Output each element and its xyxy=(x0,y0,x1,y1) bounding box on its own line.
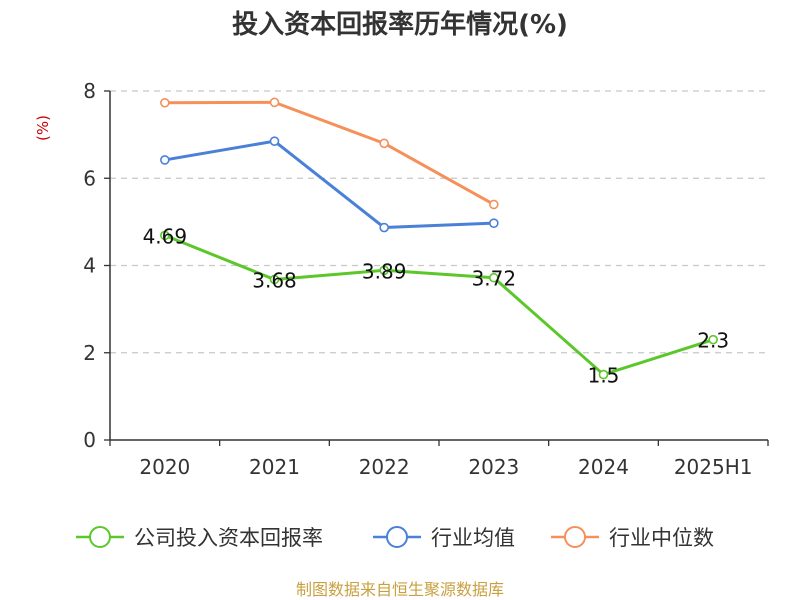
series-line xyxy=(164,139,494,230)
data-label: 4.69 xyxy=(143,224,188,248)
data-point xyxy=(379,265,389,276)
series-0 xyxy=(160,230,718,380)
y-tick-label: 4 xyxy=(83,254,96,278)
series-group: 4.69 3.68 3.89 3.72 1.5 2.3 xyxy=(143,97,729,388)
chart-title: 投入资本回报率历年情况(%) xyxy=(232,9,568,40)
legend-item-0: 公司投入资本回报率 xyxy=(76,526,323,550)
grid-lines xyxy=(110,90,768,354)
legend-item-1: 行业均值 xyxy=(373,526,515,550)
data-point xyxy=(489,272,499,283)
series-1 xyxy=(160,136,499,233)
y-tick-label: 0 xyxy=(83,428,96,452)
x-tick-label: 2022 xyxy=(359,455,410,479)
data-point xyxy=(160,97,170,108)
data-point xyxy=(708,334,718,345)
data-point xyxy=(269,274,280,285)
data-label: 3.68 xyxy=(252,268,297,292)
x-tick-label: 2023 xyxy=(468,455,519,479)
data-point xyxy=(379,222,389,233)
source-note: 制图数据来自恒生聚源数据库 xyxy=(296,580,504,599)
y-tick-label: 2 xyxy=(83,341,96,365)
data-label: 1.5 xyxy=(588,364,620,388)
data-point xyxy=(379,138,389,149)
legend-label: 行业中位数 xyxy=(609,526,714,550)
data-label: 3.89 xyxy=(362,259,407,283)
legend-label: 行业均值 xyxy=(431,526,515,550)
x-tick-label: 2020 xyxy=(139,455,190,479)
data-point xyxy=(489,218,499,228)
x-tick-label: 2025H1 xyxy=(674,455,753,479)
unit-label: (%) xyxy=(34,115,52,141)
series-2 xyxy=(160,97,499,210)
data-point xyxy=(160,155,170,165)
series-line xyxy=(164,234,714,377)
legend-marker xyxy=(89,526,111,548)
legend: 公司投入资本回报率 行业均值 行业中位数 xyxy=(76,526,714,550)
legend-marker xyxy=(564,526,586,548)
legend-label: 公司投入资本回报率 xyxy=(134,526,323,550)
data-point xyxy=(269,97,280,108)
data-point xyxy=(489,199,499,210)
series-line xyxy=(164,100,495,206)
x-tick-label: 2021 xyxy=(249,455,300,479)
data-label: 3.72 xyxy=(472,267,517,291)
data-point xyxy=(598,369,609,380)
y-tick-label: 6 xyxy=(83,166,96,190)
y-tick-label: 8 xyxy=(83,79,96,103)
x-tick-label: 2024 xyxy=(578,455,629,479)
data-point xyxy=(269,136,280,146)
axes: 0 2 4 6 8 2020 2021 2022 2023 2024 2025H1 xyxy=(83,79,769,479)
data-point xyxy=(160,230,170,241)
data-label: 2.3 xyxy=(697,329,729,353)
legend-marker xyxy=(386,526,408,548)
legend-item-2: 行业中位数 xyxy=(551,526,714,550)
